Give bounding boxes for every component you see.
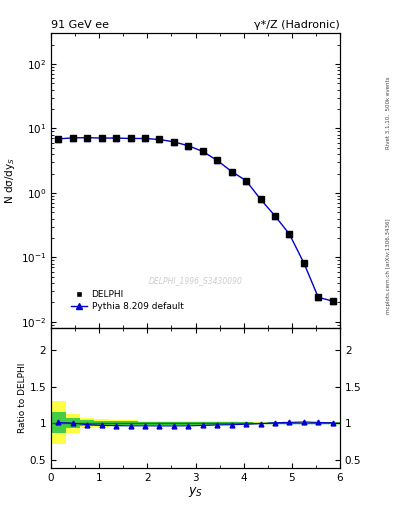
- Text: DELPHI_1996_S3430090: DELPHI_1996_S3430090: [149, 276, 242, 285]
- Text: mcplots.cern.ch [arXiv:1306.3436]: mcplots.cern.ch [arXiv:1306.3436]: [386, 219, 391, 314]
- Y-axis label: N dσ/dy$_S$: N dσ/dy$_S$: [3, 157, 17, 204]
- Legend: DELPHI, Pythia 8.209 default: DELPHI, Pythia 8.209 default: [67, 287, 187, 315]
- Text: γ*/Z (Hadronic): γ*/Z (Hadronic): [254, 20, 340, 30]
- Y-axis label: Ratio to DELPHI: Ratio to DELPHI: [18, 363, 27, 434]
- X-axis label: $y_S$: $y_S$: [188, 485, 203, 499]
- Text: 91 GeV ee: 91 GeV ee: [51, 20, 109, 30]
- Text: Rivet 3.1.10,  500k events: Rivet 3.1.10, 500k events: [386, 76, 391, 149]
